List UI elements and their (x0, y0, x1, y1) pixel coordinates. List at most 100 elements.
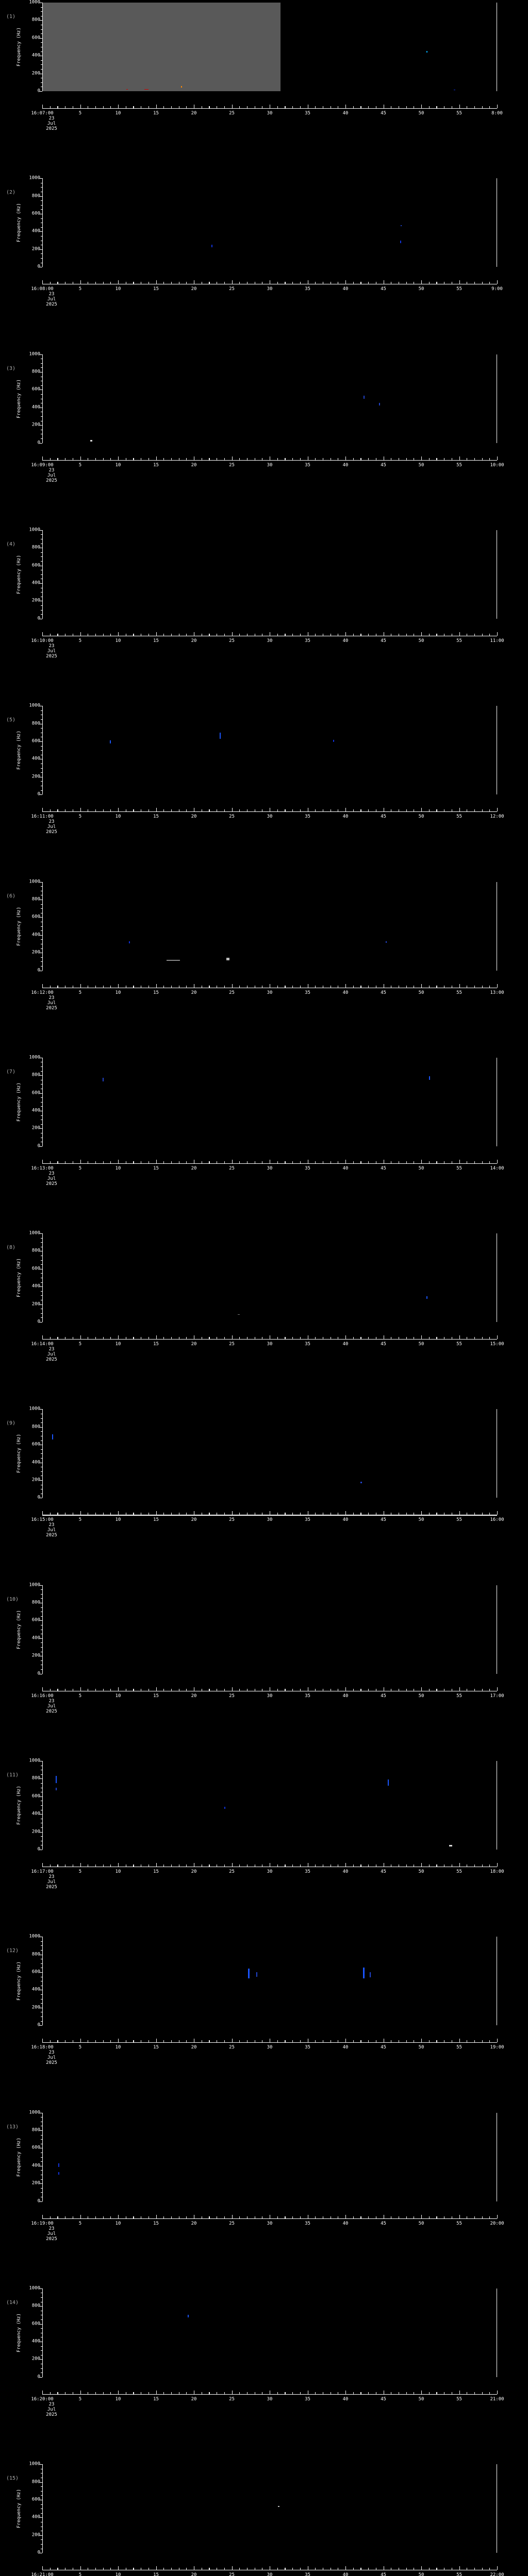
x-tick-mark (118, 1159, 119, 1163)
x-tick-label: 55 (456, 990, 462, 995)
x-tick-mark (497, 105, 498, 108)
date-stack-line: Jul (47, 1528, 56, 1533)
y-tick-label: 600 (31, 211, 40, 216)
x-tick-mark (482, 1161, 483, 1163)
x-tick-mark (57, 1161, 58, 1163)
x-tick-mark (368, 2392, 369, 2394)
x-tick-mark (171, 2568, 172, 2570)
y-tick-label: 800 (31, 896, 40, 902)
x-tick-label: 10 (115, 286, 121, 292)
x-tick-mark (482, 985, 483, 988)
x-tick-mark (292, 633, 293, 636)
x-tick-label: 20 (191, 2045, 197, 2050)
y-tick-mark (41, 768, 42, 769)
x-tick-mark (353, 282, 354, 284)
y-tick-mark (41, 1774, 42, 1775)
x-tick-label: 35 (305, 638, 310, 643)
x-tick-mark (224, 1161, 225, 1163)
x-tick-mark (163, 1337, 164, 1340)
y-tick-label: 200 (31, 774, 40, 779)
x-tick-mark (315, 1161, 316, 1163)
x-tick-mark (50, 106, 51, 108)
x-tick-mark (360, 457, 361, 460)
x-tick-label: 5 (78, 990, 82, 995)
x-tick-mark (232, 1159, 233, 1163)
x-tick-mark (156, 2566, 157, 2570)
y-tick-mark (41, 1836, 42, 1837)
x-tick-mark (482, 1865, 483, 1867)
x-tick-mark (368, 2216, 369, 2218)
x-tick-mark (133, 457, 134, 460)
x-tick-label: 50 (418, 638, 424, 643)
x-tick-mark (239, 1688, 240, 1691)
x-tick-mark (95, 2216, 96, 2218)
y-tick-mark (41, 42, 42, 43)
x-tick-mark (428, 2216, 430, 2218)
x-tick-mark (246, 809, 248, 812)
x-tick-mark (459, 1159, 460, 1163)
x-tick-label: 20 (191, 990, 197, 995)
x-tick-mark (406, 282, 407, 284)
x-tick-label: 50 (418, 462, 424, 468)
x-tick-mark (239, 2216, 240, 2218)
y-tick-label: 400 (31, 1635, 40, 1641)
y-tick-mark (41, 2170, 42, 2171)
x-tick-label: 10 (115, 1342, 121, 1347)
spectral-trace (277, 2506, 279, 2507)
x-tick-mark (353, 2040, 354, 2043)
x-tick-mark (118, 808, 119, 812)
date-stack-line: Jul (47, 121, 56, 126)
y-tick-mark (40, 2535, 42, 2536)
x-tick-label: 35 (305, 990, 310, 995)
x-tick-mark (246, 1513, 248, 1515)
x-tick-mark (315, 1337, 316, 1340)
y-tick-label: 200 (31, 1301, 40, 1307)
x-tick-mark (163, 633, 164, 636)
x-tick-label: 10 (115, 1693, 121, 1699)
x-tick-label: 50 (418, 2396, 424, 2402)
x-tick-mark (80, 2566, 81, 2570)
x-tick-mark (224, 457, 225, 460)
x-tick-label: 10 (115, 111, 121, 116)
y-tick-label: 200 (31, 71, 40, 76)
x-tick-mark (345, 2214, 346, 2218)
x-tick-mark (489, 2040, 490, 2043)
x-tick-mark (42, 2390, 43, 2394)
x-tick-mark (171, 1513, 172, 1515)
x-tick-mark (42, 1335, 43, 1340)
x-tick-mark (246, 633, 248, 636)
x-axis-ticks (42, 984, 498, 988)
y-tick-label: 1000 (29, 351, 40, 357)
x-tick-mark (239, 633, 240, 636)
x-tick-mark (50, 2216, 51, 2218)
date-stack-line: 2025 (46, 1005, 57, 1011)
x-tick-mark (103, 1688, 104, 1691)
y-tick-mark (41, 1805, 42, 1806)
x-tick-mark (95, 1513, 96, 1515)
x-tick-mark (148, 1337, 149, 1340)
x-tick-label: 12:00 (490, 814, 504, 820)
x-tick-mark (406, 106, 407, 108)
y-tick-mark (41, 1418, 42, 1419)
x-tick-label: 15 (153, 1517, 159, 1523)
x-tick-mark (118, 1687, 119, 1691)
plot-background (42, 2112, 497, 2201)
x-tick-mark (246, 2216, 248, 2218)
y-tick-mark (40, 2464, 42, 2465)
y-tick-label: 1000 (29, 2110, 40, 2115)
y-tick-label: 0 (37, 88, 40, 94)
x-tick-label: 9:00 (491, 286, 503, 292)
y-tick-mark (41, 1616, 42, 1617)
y-tick-label: 600 (31, 1090, 40, 1096)
x-tick-label: 30 (267, 990, 273, 995)
y-tick-label: 200 (31, 1653, 40, 1658)
x-tick-mark (421, 2039, 422, 2043)
date-stack-line: 2025 (46, 126, 57, 131)
x-tick-mark (277, 809, 278, 812)
x-tick-label: 16:21:00 (31, 2572, 54, 2576)
x-tick-mark (103, 1513, 104, 1515)
x-tick-mark (156, 2214, 157, 2218)
x-tick-mark (57, 2568, 58, 2570)
x-tick-mark (246, 2040, 248, 2043)
x-tick-mark (406, 2568, 407, 2570)
